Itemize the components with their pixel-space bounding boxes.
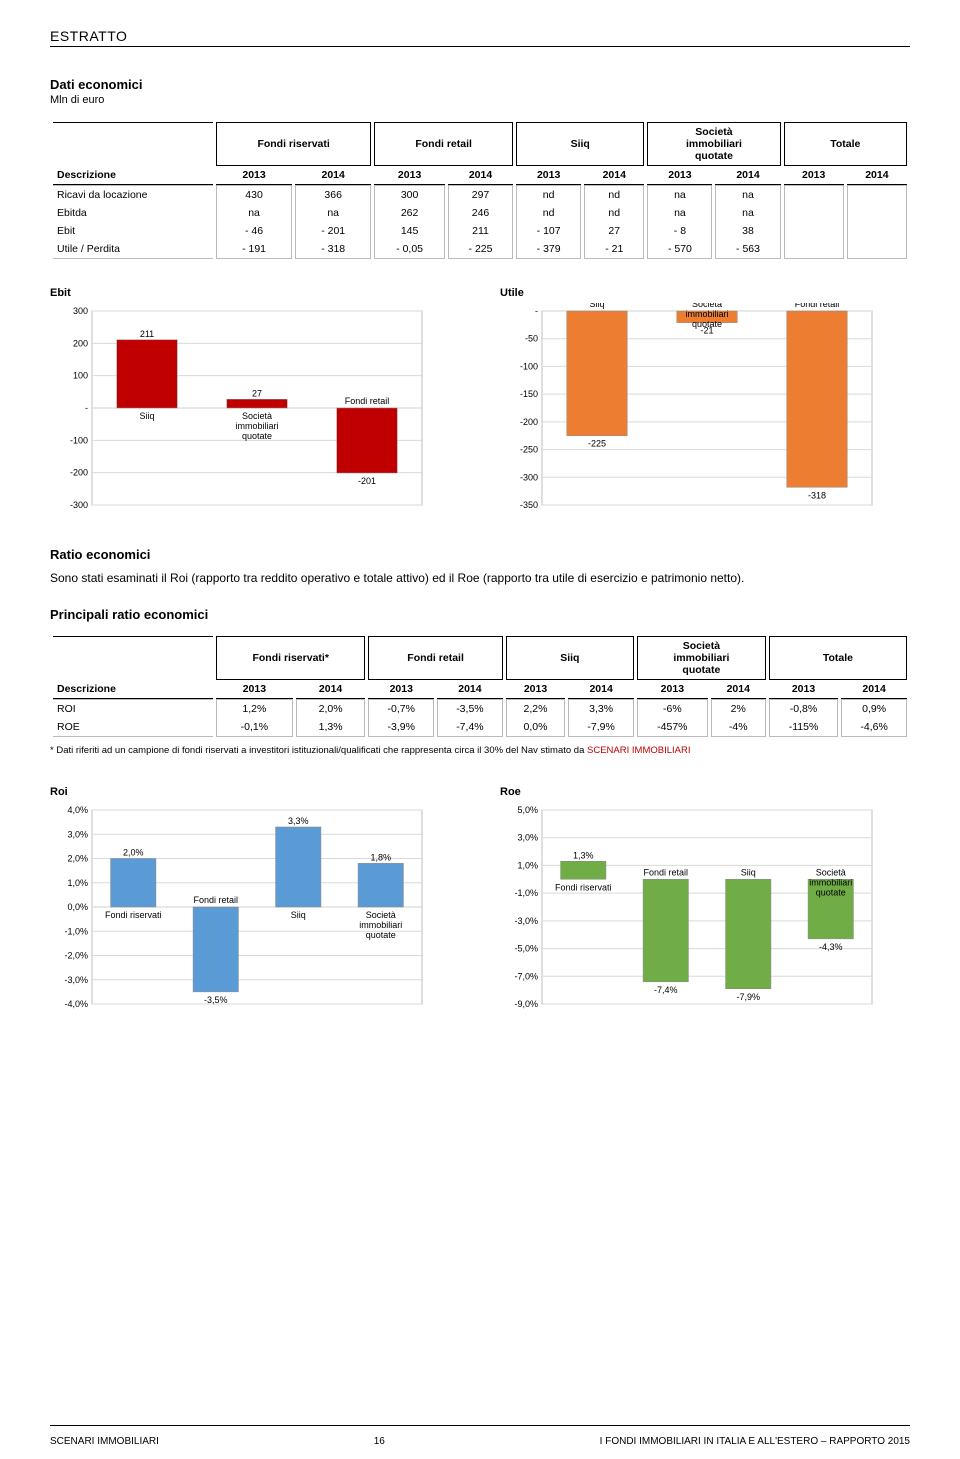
svg-text:-7,4%: -7,4% [654, 985, 678, 995]
svg-text:Fondi retail: Fondi retail [193, 895, 238, 905]
svg-text:-225: -225 [588, 439, 606, 449]
svg-text:-9,0%: -9,0% [514, 999, 538, 1009]
footnote-brand: SCENARI IMMOBILIARI [587, 745, 690, 756]
footer-right: I FONDI IMMOBILIARI IN ITALIA E ALL'ESTE… [600, 1436, 910, 1447]
chart-roe: -9,0% -7,0% -5,0% -3,0% -1,0% 1,0% 3,0% 5,0% 1,3… [500, 802, 880, 1012]
svg-text:Fondi retail: Fondi retail [345, 396, 390, 406]
footnote: * Dati riferiti ad un campione di fondi … [50, 745, 910, 757]
chart-ebit: -300-200-100-100200300211Siiq27Societàim… [50, 303, 430, 513]
section1-title: Dati economici [50, 77, 910, 92]
section2-subtitle: Principali ratio economici [50, 607, 910, 622]
svg-text:-3,0%: -3,0% [64, 974, 88, 984]
footer-left: SCENARI IMMOBILIARI [50, 1436, 159, 1447]
svg-text:211: 211 [140, 329, 154, 339]
svg-text:Fondi riservati: Fondi riservati [555, 882, 612, 892]
svg-text:Fondi retail: Fondi retail [795, 303, 840, 309]
svg-text:-1,0%: -1,0% [64, 926, 88, 936]
svg-text:-200: -200 [70, 468, 88, 478]
svg-text:-200: -200 [520, 417, 538, 427]
chart-roe-title: Roe [500, 786, 910, 798]
svg-text:1,0%: 1,0% [67, 877, 88, 887]
chart-roi: -4,0% -3,0% -2,0% -1,0% 0,0% 1,0% 2,0% 3,0% 4,0%… [50, 802, 430, 1012]
svg-text:4,0%: 4,0% [67, 805, 88, 815]
footer-page-number: 16 [374, 1436, 385, 1447]
chart-roi-title: Roi [50, 786, 460, 798]
svg-text:-50: -50 [525, 334, 538, 344]
ratio-economici-table: DescrizioneFondi riservati*Fondi retailS… [50, 636, 910, 737]
svg-text:0,0%: 0,0% [67, 902, 88, 912]
svg-text:1,8%: 1,8% [370, 852, 391, 862]
svg-text:Siiq: Siiq [139, 411, 154, 421]
dati-economici-table: DescrizioneFondi riservatiFondi retailSi… [50, 122, 910, 259]
svg-text:27: 27 [252, 388, 262, 398]
svg-text:1,3%: 1,3% [573, 850, 594, 860]
svg-text:-150: -150 [520, 389, 538, 399]
svg-text:-250: -250 [520, 445, 538, 455]
svg-text:-5,0%: -5,0% [514, 943, 538, 953]
svg-text:-2,0%: -2,0% [64, 950, 88, 960]
svg-text:-7,9%: -7,9% [736, 991, 760, 1001]
svg-text:5,0%: 5,0% [517, 805, 538, 815]
chart-utile: -350-300-250-200-150-100-50--225Siiq-21S… [500, 303, 880, 513]
svg-text:-318: -318 [808, 490, 826, 500]
svg-text:-7,0%: -7,0% [514, 971, 538, 981]
svg-text:Siiq: Siiq [291, 910, 306, 920]
chart-ebit-title: Ebit [50, 287, 460, 299]
section2-body: Sono stati esaminati il Roi (rapporto tr… [50, 570, 910, 587]
svg-text:2,0%: 2,0% [67, 853, 88, 863]
svg-text:Siiq: Siiq [589, 303, 604, 309]
svg-text:2,0%: 2,0% [123, 847, 144, 857]
svg-text:-350: -350 [520, 500, 538, 510]
svg-text:-1,0%: -1,0% [514, 888, 538, 898]
svg-text:200: 200 [73, 338, 88, 348]
svg-text:-4,3%: -4,3% [819, 942, 843, 952]
svg-text:1,0%: 1,0% [517, 860, 538, 870]
footnote-text: * Dati riferiti ad un campione di fondi … [50, 745, 587, 756]
svg-text:-3,0%: -3,0% [514, 916, 538, 926]
svg-text:-3,5%: -3,5% [204, 995, 228, 1005]
svg-text:300: 300 [73, 306, 88, 316]
svg-text:Fondi riservati: Fondi riservati [105, 910, 162, 920]
svg-text:-300: -300 [520, 472, 538, 482]
section1-subtitle: Mln di euro [50, 94, 910, 106]
section2-title: Ratio economici [50, 547, 910, 562]
header-tag: ESTRATTO [50, 28, 910, 44]
svg-text:Siiq: Siiq [741, 867, 756, 877]
svg-text:Fondi retail: Fondi retail [643, 867, 688, 877]
svg-text:100: 100 [73, 371, 88, 381]
footer-rule [50, 1425, 910, 1426]
svg-text:-100: -100 [70, 435, 88, 445]
svg-text:-201: -201 [358, 476, 376, 486]
page-footer: SCENARI IMMOBILIARI 16 I FONDI IMMOBILIA… [50, 1436, 910, 1447]
svg-text:-: - [85, 403, 88, 413]
svg-text:-4,0%: -4,0% [64, 999, 88, 1009]
svg-text:3,3%: 3,3% [288, 816, 309, 826]
header-rule [50, 46, 910, 47]
svg-text:-100: -100 [520, 361, 538, 371]
svg-text:3,0%: 3,0% [67, 829, 88, 839]
svg-text:-: - [535, 306, 538, 316]
svg-text:3,0%: 3,0% [517, 832, 538, 842]
svg-text:-300: -300 [70, 500, 88, 510]
chart-utile-title: Utile [500, 287, 910, 299]
